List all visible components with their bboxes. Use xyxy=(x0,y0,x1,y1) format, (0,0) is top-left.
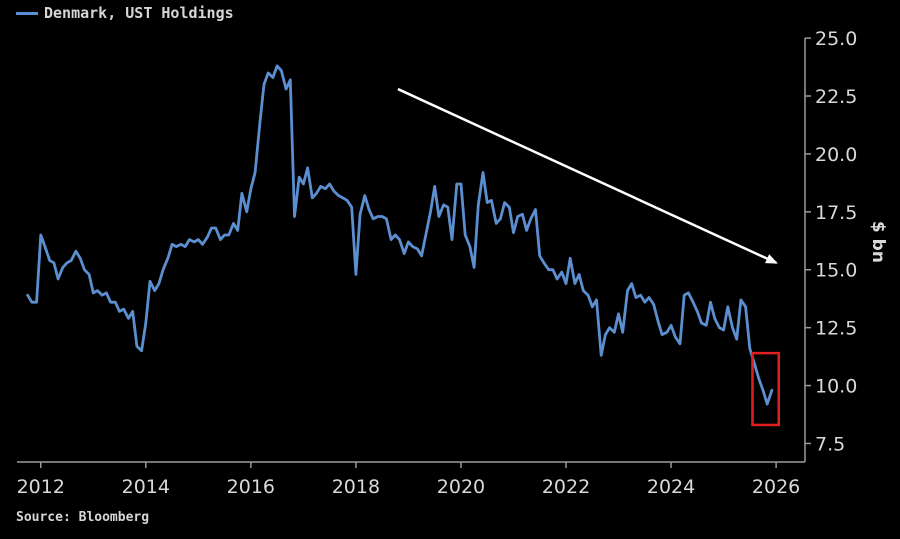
y-tick-label: 20.0 xyxy=(815,144,857,166)
x-tick-label: 2020 xyxy=(437,476,485,498)
legend: Denmark, UST Holdings xyxy=(16,4,234,22)
y-axis-label: $ bn xyxy=(868,221,888,263)
trend-arrow xyxy=(397,87,778,264)
plot-area xyxy=(26,64,780,427)
source-note: Source: Bloomberg xyxy=(16,510,150,525)
x-tick-label: 2016 xyxy=(227,476,275,498)
legend-swatch xyxy=(16,11,38,15)
x-tick-label: 2018 xyxy=(332,476,380,498)
x-tick-label: 2012 xyxy=(17,476,65,498)
highlight-box xyxy=(751,351,780,427)
x-tick-label: 2024 xyxy=(647,476,695,498)
y-tick-label: 25.0 xyxy=(815,28,857,50)
y-tick-label: 7.5 xyxy=(815,433,845,455)
y-tick-label: 12.5 xyxy=(815,318,857,340)
axes: 7.5 10.0 12.5 15.0 17.5 20.0 22.5 25.0 2012 2014 2… xyxy=(17,28,888,498)
y-tick-label: 22.5 xyxy=(815,86,857,108)
x-tick-label: 2014 xyxy=(122,476,170,498)
y-tick-label: 17.5 xyxy=(815,202,857,224)
legend-label: Denmark, UST Holdings xyxy=(44,4,234,22)
x-tick-label: 2022 xyxy=(542,476,590,498)
series-line xyxy=(26,64,774,406)
x-tick-label: 2026 xyxy=(752,476,800,498)
y-tick-label: 15.0 xyxy=(815,260,857,282)
y-tick-label: 10.0 xyxy=(815,376,857,398)
